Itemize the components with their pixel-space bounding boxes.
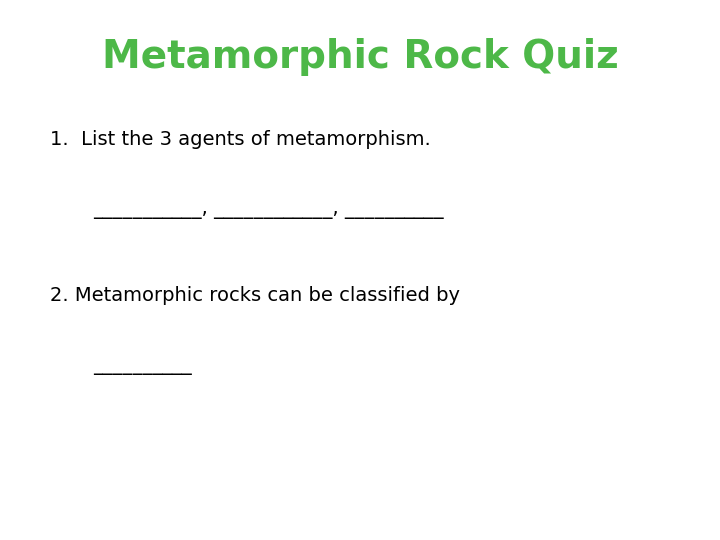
Text: 1.  List the 3 agents of metamorphism.: 1. List the 3 agents of metamorphism. (50, 130, 431, 148)
Text: 2. Metamorphic rocks can be classified by: 2. Metamorphic rocks can be classified b… (50, 286, 460, 305)
Text: __________: __________ (94, 356, 192, 375)
Text: ___________, ____________, __________: ___________, ____________, __________ (94, 200, 444, 219)
Text: Metamorphic Rock Quiz: Metamorphic Rock Quiz (102, 38, 618, 76)
